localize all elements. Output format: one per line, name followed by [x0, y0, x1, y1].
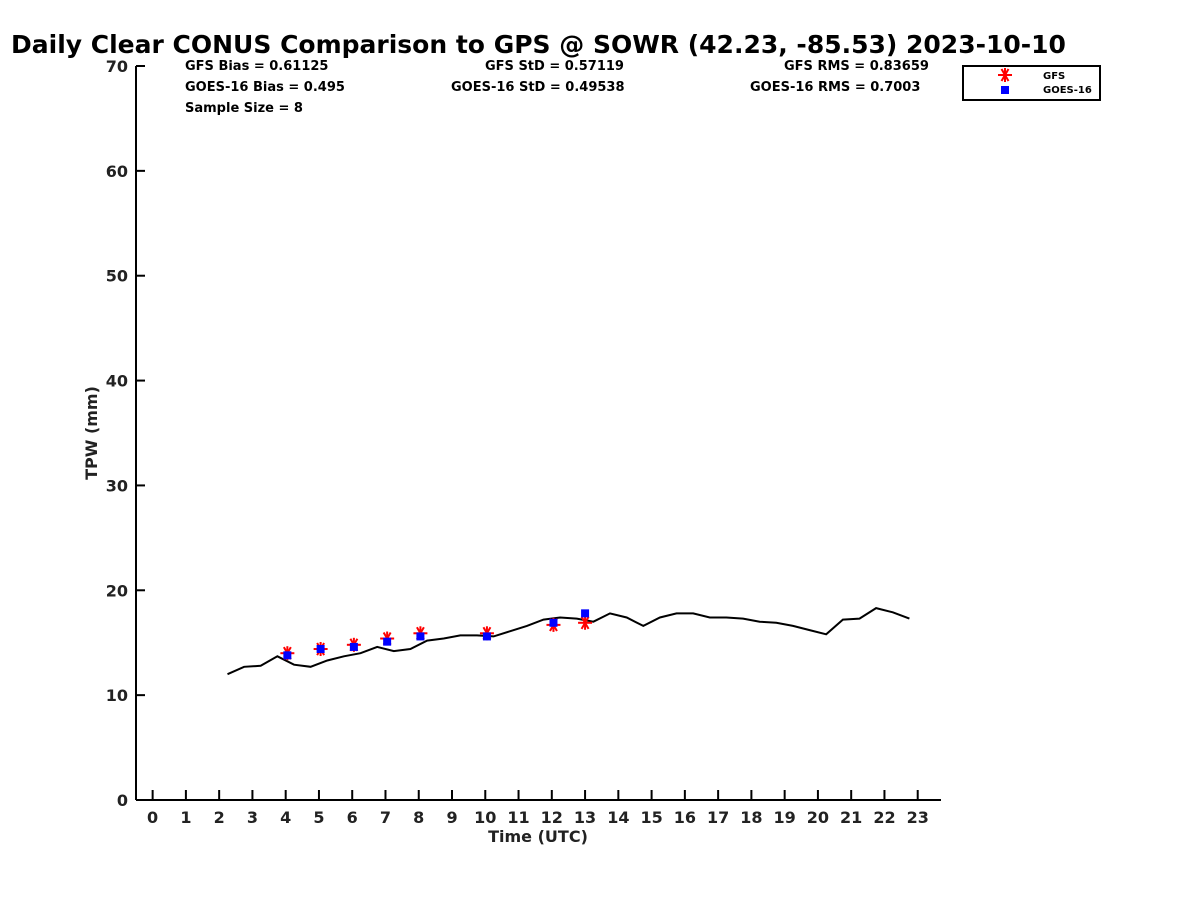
x-tick-label: 8 — [413, 808, 424, 827]
x-tick-label: 14 — [607, 808, 629, 827]
chart-title: Daily Clear CONUS Comparison to GPS @ SO… — [11, 30, 1066, 59]
goes-point — [349, 642, 358, 651]
x-tick-label: 1 — [180, 808, 191, 827]
y-tick-label: 30 — [106, 476, 128, 495]
legend-gfs-label: GFS — [1043, 71, 1065, 82]
x-axis-label: Time (UTC) — [488, 827, 588, 846]
gfs-bias-stat: GFS Bias = 0.61125 — [185, 59, 329, 74]
x-tick-label: 16 — [674, 808, 696, 827]
x-tick-label: 17 — [707, 808, 729, 827]
y-tick-label: 10 — [106, 686, 128, 705]
x-tick-label: 12 — [541, 808, 563, 827]
goes-rms-stat: GOES-16 RMS = 0.7003 — [750, 80, 921, 95]
legend-gfs-asterisk — [998, 68, 1012, 82]
x-tick-label: 6 — [347, 808, 358, 827]
goes-point — [283, 651, 292, 660]
legend-goes-marker — [1001, 86, 1009, 94]
goes-bias-stat: GOES-16 Bias = 0.495 — [185, 80, 345, 95]
y-tick-labels: 0 10 20 30 40 50 60 70 — [106, 57, 128, 810]
legend-box — [962, 65, 1101, 101]
y-tick-label: 60 — [106, 162, 128, 181]
legend: GFS GOES-16 — [962, 65, 1101, 101]
x-tick-label: 20 — [807, 808, 829, 827]
y-tick-label: 0 — [117, 791, 128, 810]
goes-point — [316, 645, 325, 654]
x-tick-labels: 0 1 2 3 4 5 6 7 8 9 10 11 12 13 14 15 16 17 18 19 20 21 22 23 — [147, 808, 929, 827]
goes-point — [383, 637, 392, 646]
axis-ticks — [136, 65, 919, 801]
x-tick-label: 4 — [280, 808, 291, 827]
gps-series-line — [227, 607, 910, 676]
x-tick-label: 2 — [214, 808, 225, 827]
legend-gfs-marker — [998, 68, 1012, 82]
sample-size-stat: Sample Size = 8 — [185, 101, 303, 116]
x-tick-label: 15 — [640, 808, 662, 827]
x-tick-label: 9 — [446, 808, 457, 827]
x-tick-label: 11 — [507, 808, 529, 827]
y-tick-label: 70 — [106, 57, 128, 76]
gfs-rms-stat: GFS RMS = 0.83659 — [784, 59, 929, 74]
goes-point — [416, 632, 425, 641]
y-tick-label: 40 — [106, 372, 128, 391]
x-tick-label: 13 — [574, 808, 596, 827]
series-layer — [227, 607, 910, 676]
x-tick-label: 18 — [740, 808, 762, 827]
x-tick-label: 7 — [380, 808, 391, 827]
x-tick-label: 22 — [873, 808, 895, 827]
x-tick-label: 10 — [474, 808, 496, 827]
x-tick-label: 23 — [907, 808, 929, 827]
y-axis-label: TPW (mm) — [82, 386, 101, 480]
x-tick-label: 5 — [313, 808, 324, 827]
y-tick-label: 20 — [106, 581, 128, 600]
goes-point — [581, 609, 590, 618]
legend-goes-label: GOES-16 — [1043, 85, 1092, 96]
gfs-std-stat: GFS StD = 0.57119 — [485, 59, 624, 74]
goes-point — [482, 632, 491, 641]
goes-point — [549, 618, 558, 627]
x-tick-label: 3 — [247, 808, 258, 827]
x-tick-label: 19 — [774, 808, 796, 827]
x-tick-label: 21 — [840, 808, 862, 827]
y-tick-label: 50 — [106, 267, 128, 286]
goes-std-stat: GOES-16 StD = 0.49538 — [451, 80, 625, 95]
gfs-point — [578, 615, 593, 630]
x-tick-label: 0 — [147, 808, 158, 827]
